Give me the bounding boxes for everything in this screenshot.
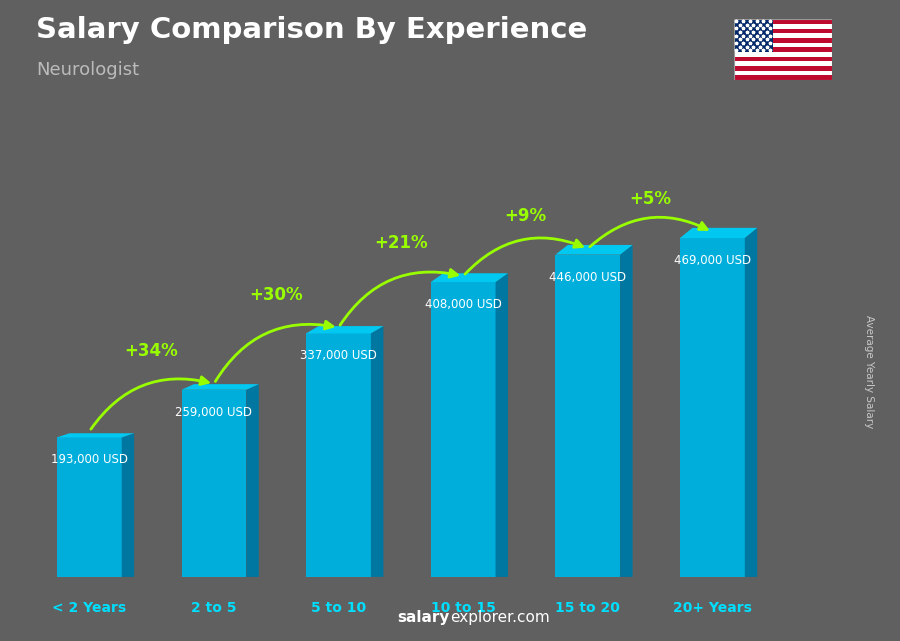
Polygon shape (680, 228, 757, 238)
Text: 193,000 USD: 193,000 USD (50, 453, 128, 467)
Text: 10 to 15: 10 to 15 (431, 601, 496, 615)
Polygon shape (745, 228, 757, 577)
Text: 5 to 10: 5 to 10 (311, 601, 366, 615)
Polygon shape (680, 238, 745, 577)
Text: 2 to 5: 2 to 5 (191, 601, 237, 615)
Polygon shape (734, 19, 773, 52)
Text: 446,000 USD: 446,000 USD (549, 271, 626, 283)
Polygon shape (734, 47, 833, 52)
Polygon shape (431, 282, 496, 577)
Polygon shape (734, 66, 833, 71)
Polygon shape (57, 433, 134, 437)
Polygon shape (122, 433, 134, 577)
Text: Average Yearly Salary: Average Yearly Salary (863, 315, 874, 428)
Text: 337,000 USD: 337,000 USD (300, 349, 377, 362)
Polygon shape (306, 326, 383, 333)
Polygon shape (182, 384, 259, 390)
Text: 20+ Years: 20+ Years (673, 601, 752, 615)
Polygon shape (247, 384, 259, 577)
Text: 469,000 USD: 469,000 USD (674, 254, 751, 267)
Polygon shape (431, 273, 508, 282)
Polygon shape (734, 19, 833, 24)
Polygon shape (734, 62, 833, 66)
Text: +30%: +30% (249, 286, 303, 304)
Polygon shape (620, 245, 633, 577)
Polygon shape (734, 43, 833, 47)
Text: +9%: +9% (504, 207, 546, 225)
Polygon shape (57, 437, 122, 577)
Polygon shape (734, 29, 833, 33)
Text: salary: salary (398, 610, 450, 625)
Polygon shape (734, 52, 833, 56)
Text: Salary Comparison By Experience: Salary Comparison By Experience (36, 16, 587, 44)
Text: Neurologist: Neurologist (36, 61, 140, 79)
Polygon shape (734, 76, 833, 80)
Polygon shape (555, 254, 620, 577)
Polygon shape (734, 38, 833, 43)
Text: explorer.com: explorer.com (450, 610, 550, 625)
Text: 15 to 20: 15 to 20 (555, 601, 620, 615)
Polygon shape (555, 245, 633, 254)
Text: +5%: +5% (629, 190, 671, 208)
Text: +21%: +21% (374, 234, 428, 253)
Polygon shape (734, 56, 833, 62)
Text: < 2 Years: < 2 Years (52, 601, 126, 615)
Polygon shape (371, 326, 383, 577)
Polygon shape (734, 24, 833, 29)
Polygon shape (496, 273, 508, 577)
Text: +34%: +34% (125, 342, 178, 360)
Polygon shape (182, 390, 247, 577)
Polygon shape (306, 333, 371, 577)
Text: 259,000 USD: 259,000 USD (176, 406, 252, 419)
Polygon shape (734, 33, 833, 38)
Text: 408,000 USD: 408,000 USD (425, 298, 501, 311)
Polygon shape (734, 71, 833, 76)
